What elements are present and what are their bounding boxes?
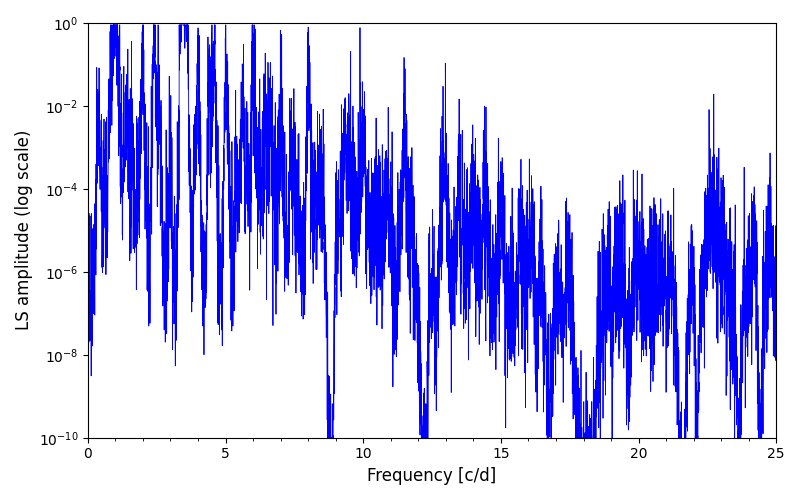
Y-axis label: LS amplitude (log scale): LS amplitude (log scale) [15,130,33,330]
X-axis label: Frequency [c/d]: Frequency [c/d] [367,467,497,485]
